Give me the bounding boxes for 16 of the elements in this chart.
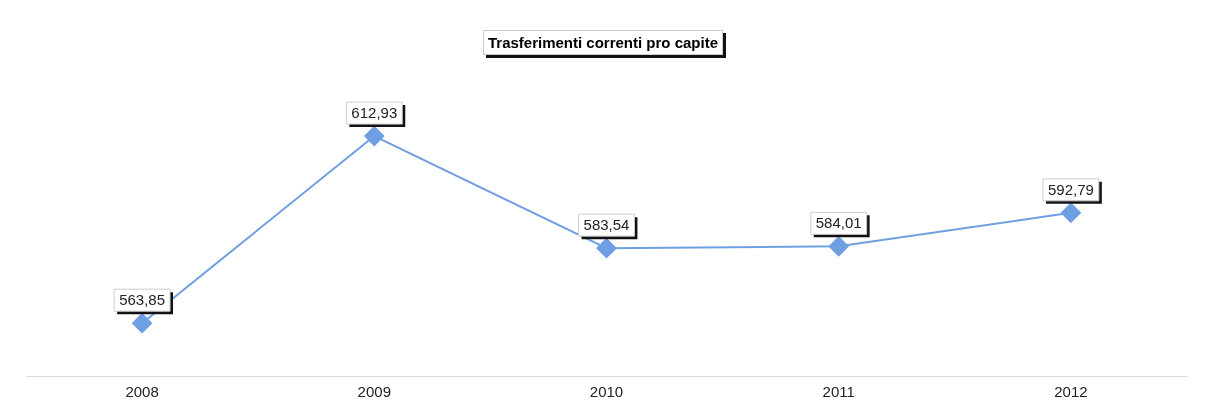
x-tick-label: 2011 — [822, 383, 855, 401]
point — [1060, 202, 1081, 223]
data-label: 584,01 — [815, 214, 862, 232]
point — [132, 313, 153, 334]
point — [828, 236, 849, 257]
point — [596, 238, 617, 259]
x-tick-label: 2010 — [589, 383, 624, 401]
data-label: 583,54 — [583, 216, 630, 234]
x-tick-label: 2012 — [1054, 383, 1088, 401]
data-label: 592,79 — [1047, 181, 1094, 198]
chart-title: Trasferimenti correnti pro capite — [482, 30, 724, 55]
point — [364, 126, 385, 147]
data-label: 612,93 — [351, 104, 398, 122]
data-label: 563,85 — [119, 291, 166, 309]
x-tick-label: 2009 — [357, 383, 391, 401]
x-tick-label: 2008 — [125, 383, 159, 401]
